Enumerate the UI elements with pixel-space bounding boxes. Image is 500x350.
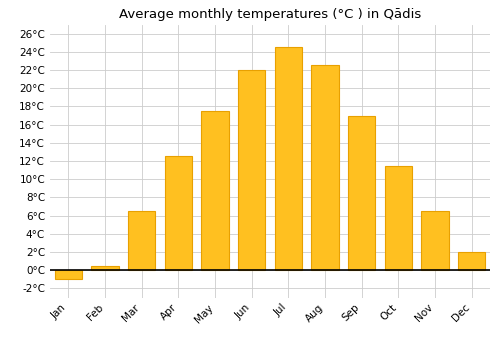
Bar <box>311 65 339 270</box>
Bar <box>274 47 302 270</box>
Bar <box>91 266 119 270</box>
Bar <box>54 270 82 279</box>
Bar <box>421 211 448 270</box>
Bar <box>348 116 376 270</box>
Bar <box>384 166 412 270</box>
Bar <box>164 156 192 270</box>
Bar <box>128 211 156 270</box>
Title: Average monthly temperatures (°C ) in Qādis: Average monthly temperatures (°C ) in Qā… <box>119 8 421 21</box>
Bar <box>238 70 266 270</box>
Bar <box>201 111 229 270</box>
Bar <box>458 252 485 270</box>
